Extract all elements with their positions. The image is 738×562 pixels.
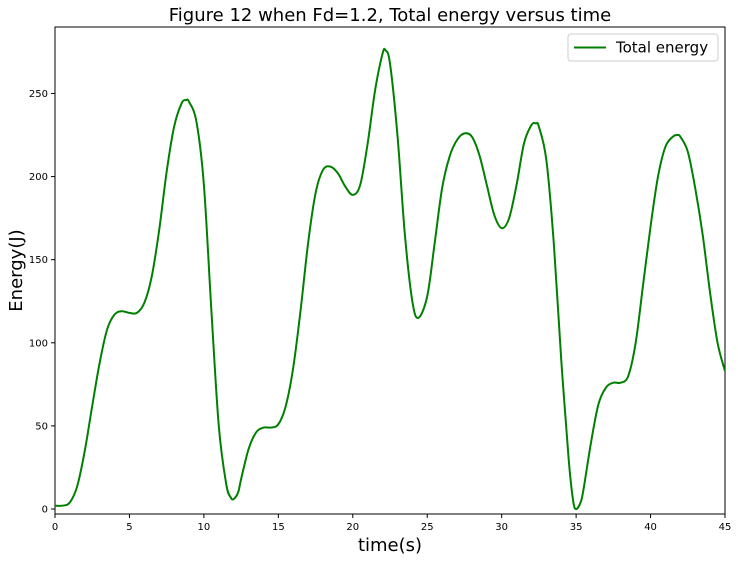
series-line-total-energy bbox=[55, 47, 725, 511]
legend: Total energy bbox=[567, 33, 719, 62]
y-tick-label: 50 bbox=[35, 421, 48, 432]
x-tick-label: 20 bbox=[346, 522, 359, 533]
x-tick-label: 35 bbox=[570, 522, 583, 533]
y-axis: 0 50 100 150 200 250 bbox=[29, 89, 55, 516]
y-tick-label: 150 bbox=[29, 255, 48, 266]
x-tick-label: 45 bbox=[719, 522, 732, 533]
plot-frame bbox=[54, 26, 726, 515]
x-tick-label: 10 bbox=[198, 522, 211, 533]
y-tick-label: 100 bbox=[29, 338, 48, 349]
x-tick-label: 40 bbox=[644, 522, 657, 533]
x-axis-title: time(s) bbox=[358, 535, 422, 556]
x-tick-label: 30 bbox=[495, 522, 508, 533]
x-tick-label: 0 bbox=[52, 522, 58, 533]
x-axis: 0 5 10 15 20 25 30 35 40 45 bbox=[52, 514, 732, 533]
legend-label: Total energy bbox=[615, 39, 708, 57]
plot-area: 0 5 10 15 20 25 30 35 40 45 0 50 100 150 200 250 bbox=[29, 26, 732, 533]
y-tick-label: 200 bbox=[29, 172, 48, 183]
y-tick-label: 250 bbox=[29, 89, 48, 100]
y-tick-label: 0 bbox=[42, 505, 48, 516]
chart-title: Figure 12 when Fd=1.2, Total energy vers… bbox=[169, 5, 611, 26]
legend-box bbox=[567, 33, 719, 62]
x-tick-label: 5 bbox=[126, 522, 132, 533]
x-tick-label: 25 bbox=[421, 522, 434, 533]
x-tick-label: 15 bbox=[272, 522, 285, 533]
y-axis-title: Energy(J) bbox=[6, 229, 27, 311]
